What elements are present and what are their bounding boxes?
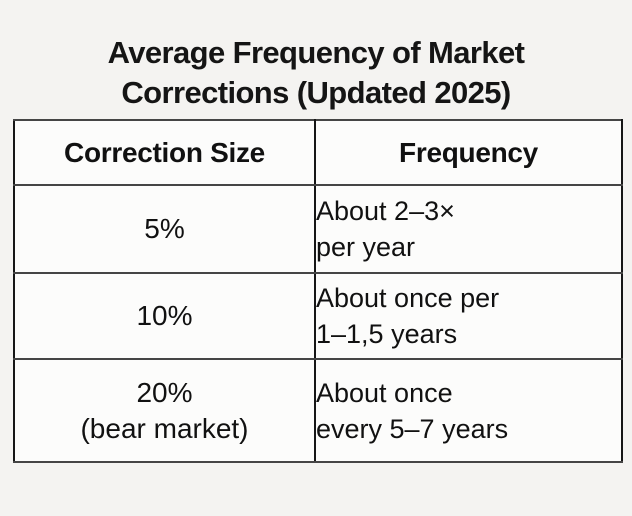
cell-line: About once per bbox=[316, 283, 500, 313]
column-header-frequency: Frequency bbox=[314, 119, 623, 186]
column-header-correction-size: Correction Size bbox=[13, 119, 316, 186]
cell-line: per year bbox=[316, 232, 416, 262]
cell-line: 1–1,5 years bbox=[316, 319, 458, 349]
page-title-line-1: Average Frequency of Market bbox=[107, 34, 525, 70]
cell-line: 20% bbox=[136, 376, 193, 408]
frequency-cell: About 2–3× per year bbox=[314, 184, 623, 274]
correction-size-cell: 5% bbox=[13, 184, 316, 274]
correction-size-cell: 10% bbox=[13, 272, 316, 360]
cell-line: About once bbox=[316, 377, 453, 408]
table-row: 5% About 2–3× per year bbox=[13, 184, 623, 274]
cell-line: 5% bbox=[144, 213, 185, 244]
table-header-row: Correction Size Frequency bbox=[13, 119, 623, 186]
cell-line: 10% bbox=[136, 300, 193, 331]
cell-line: About 2–3× bbox=[316, 196, 455, 226]
table-row: 20% (bear market) About once every 5–7 yea… bbox=[13, 358, 623, 463]
cell-line: every 5–7 years bbox=[316, 413, 509, 444]
correction-size-cell: 20% (bear market) bbox=[13, 358, 316, 463]
table-row: 10% About once per 1–1,5 years bbox=[13, 272, 623, 360]
cell-line: (bear market) bbox=[80, 412, 249, 444]
frequency-cell: About once per 1–1,5 years bbox=[314, 272, 623, 360]
frequency-cell: About once every 5–7 years bbox=[314, 358, 623, 463]
page-title: Average Frequency of Market Corrections (… bbox=[0, 33, 632, 113]
market-corrections-table: Correction Size Frequency 5% About 2–3× p… bbox=[13, 119, 623, 463]
page-title-line-2: Corrections (Updated 2025) bbox=[121, 74, 511, 110]
